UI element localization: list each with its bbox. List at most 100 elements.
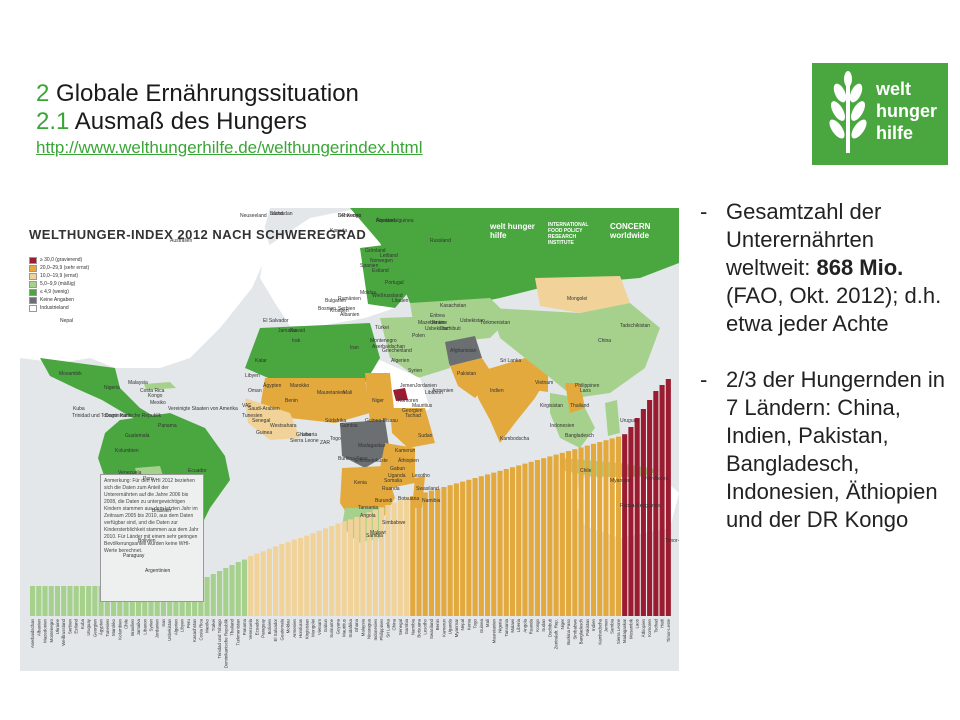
bar-country-label: Tansania <box>504 618 509 636</box>
logo-word-2: hunger <box>876 101 937 121</box>
country-label: Syrien <box>408 368 423 374</box>
country-label: Bulgarien <box>325 298 347 304</box>
ghi-bar <box>273 546 279 616</box>
map-mexico <box>40 358 160 426</box>
bar-country-label: Benin <box>435 618 440 630</box>
country-label: China <box>598 338 612 344</box>
ghi-bar <box>615 436 622 616</box>
chapter-title: 2 Globale Ernährungssituation <box>36 80 756 108</box>
country-label: Tadschikistan <box>620 323 651 329</box>
bar-country-label: Marokko <box>111 618 116 635</box>
partner-concern: CONCERN worldwide <box>610 222 651 240</box>
country-label: Sri Lanka <box>500 358 522 364</box>
bar-country-label: Nepal <box>460 619 465 630</box>
ghi-bar <box>366 512 372 616</box>
country-label: Uganda <box>388 473 406 479</box>
ghi-bar <box>316 530 322 616</box>
bar-country-label: Gambia <box>404 618 409 634</box>
ghi-bar <box>509 467 516 616</box>
country-label: Eritrea <box>430 313 445 319</box>
country-label: Rumänien <box>338 296 361 302</box>
legend-swatch <box>29 280 37 288</box>
bar-country-label: Togo <box>473 618 478 628</box>
country-label: Burundi <box>375 498 393 504</box>
source-link[interactable]: http://www.welthungerhilfe.de/welthunger… <box>36 138 423 157</box>
bar-country-label: Liberia <box>516 618 521 632</box>
country-label: Litauen <box>392 298 409 304</box>
country-label: Namibia <box>422 498 441 504</box>
ghi-bar <box>298 538 304 616</box>
country-label: Albanien <box>340 312 360 318</box>
bar-country-label: Madagaskar <box>622 618 627 643</box>
ghi-bar <box>559 452 565 616</box>
bar-country-label: Indonesien <box>373 618 378 640</box>
country-label: Serbien <box>338 306 356 312</box>
country-label: Swasiland <box>416 486 439 492</box>
legend-label: 5,0–9,9 (mäßig) <box>40 281 76 287</box>
ghi-bar <box>391 502 397 616</box>
ghi-bar <box>516 465 522 616</box>
bar-country-label: Uruguay <box>86 618 91 635</box>
ghi-bar <box>534 460 540 616</box>
country-label: Georgien <box>402 408 423 414</box>
bar-country-label: Honduras <box>298 618 303 638</box>
country-label: Iran <box>350 345 359 351</box>
ghi-bar <box>67 586 73 616</box>
country-label: Guatemala <box>125 433 150 439</box>
country-label: Malaysia <box>128 380 148 386</box>
bar-country-label: Venezuela <box>248 618 253 639</box>
ghi-bar <box>572 449 578 616</box>
country-label: Costa Rica <box>140 388 165 394</box>
country-label: Bosnien <box>318 306 337 312</box>
country-label: Brasilien <box>152 508 172 514</box>
map-west-africa <box>245 398 300 440</box>
bar-country-label: Aserbaidschan <box>30 618 35 648</box>
bar-country-label: Ukraine <box>55 618 60 634</box>
bar-country-label: Kasachstan <box>192 618 197 642</box>
country-label: Gambia <box>340 423 358 429</box>
bar-country-label: Algerien <box>173 618 178 635</box>
bar-country-label: Mosambik <box>628 618 633 639</box>
bar-country-label: Nigeria <box>498 618 503 632</box>
country-label: Indonesien <box>550 423 575 429</box>
country-label: Irak <box>292 338 301 344</box>
country-label: Westsahara <box>270 423 297 429</box>
legend-label: 10,0–19,9 (ernst) <box>40 273 79 279</box>
ghi-bar-chart <box>30 379 671 616</box>
ghi-bar <box>335 523 341 616</box>
bar-country-label: Kongo <box>535 618 540 631</box>
logo-wordmark: welt hunger hilfe <box>876 78 937 144</box>
ghi-bar <box>329 526 335 616</box>
ghi-bar <box>216 571 223 616</box>
map-laos-cambodia <box>565 383 585 413</box>
ghi-bar <box>385 505 391 616</box>
country-label: Kanada <box>330 228 348 234</box>
map-mongolia <box>535 276 630 313</box>
bar-country-label: Komoren <box>647 618 652 636</box>
country-label: Guinea <box>256 430 273 436</box>
country-label: Kolumbien <box>115 448 139 454</box>
ghi-bar <box>341 521 347 616</box>
country-label: Finnland <box>376 218 396 224</box>
ghi-bar <box>229 565 235 616</box>
legend-swatch <box>29 288 37 296</box>
country-label: Jemen <box>400 383 416 389</box>
bullet-list: - Gesamtzahl der Unterernährten weltweit… <box>700 198 950 562</box>
ghi-bar <box>472 478 478 616</box>
bar-country-label: Mexiko <box>205 618 210 632</box>
country-label: Neuseeland <box>240 213 267 219</box>
legend-label: Keine Angaben <box>40 297 74 303</box>
logo-word-1: welt <box>876 79 912 99</box>
ghi-bar <box>254 553 260 616</box>
ghi-bar <box>30 586 36 616</box>
country-label: Äthiopien <box>398 458 419 464</box>
ghi-bar <box>379 507 385 616</box>
ghi-bar <box>36 586 42 616</box>
bar-country-label: Guinea <box>479 618 484 633</box>
country-label: Myanmar <box>610 478 631 484</box>
country-label: Venezuela <box>118 470 142 476</box>
country-label: Nigeria <box>104 385 120 391</box>
bar-country-label: Niger <box>560 618 565 629</box>
country-label: Timor-Leste <box>665 538 679 544</box>
country-label: Ukraine <box>430 320 448 326</box>
